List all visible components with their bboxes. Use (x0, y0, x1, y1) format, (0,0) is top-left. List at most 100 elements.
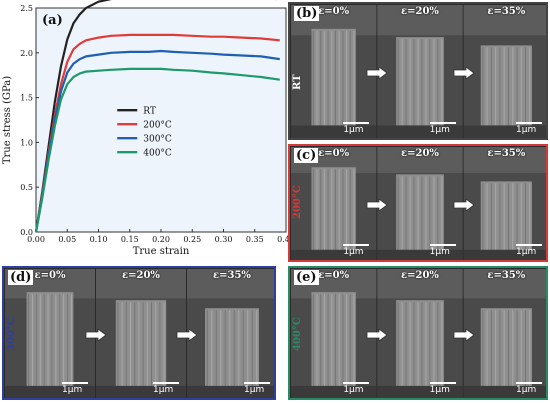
scale-bar-label: 1μm (343, 385, 364, 395)
scale-bar (429, 244, 456, 246)
scale-bar-label: 1μm (153, 385, 174, 395)
scale-bar-label: 1μm (429, 247, 450, 257)
panel-label: (b) (294, 6, 320, 21)
panel-label-a: (a) (42, 13, 63, 28)
panel-label: (e) (294, 270, 319, 285)
scale-bar (62, 382, 88, 384)
x-axis-label: True strain (133, 246, 190, 257)
y-tick-label: 2.5 (20, 4, 33, 13)
scale-bar-label: 1μm (516, 125, 537, 135)
sem-frame-1 (291, 147, 377, 260)
x-tick-label: 0.00 (27, 235, 45, 244)
sem-frame-2 (377, 5, 463, 138)
sem-panel-c: ε=0% ε=20% ε=35% (c) 200°C 1μm 1μm 1μm (288, 144, 548, 262)
sem-frame-3 (187, 269, 274, 398)
sem-frame-2 (377, 269, 463, 398)
strain-label: ε=0% (318, 6, 350, 17)
strain-label: ε=0% (318, 270, 350, 281)
sem-images (291, 147, 546, 260)
scale-bar (343, 122, 370, 124)
y-tick-label: 1.5 (20, 94, 33, 103)
panel-label: (d) (8, 270, 34, 285)
sem-panel-b: ε=0% ε=20% ε=35% (b) RT 1μm 1μm 1μm (288, 2, 548, 140)
temperature-label: 200°C (292, 185, 303, 220)
scale-bar-label: 1μm (343, 125, 364, 135)
scale-bar (429, 382, 456, 384)
sem-images (5, 269, 274, 398)
scale-bar-label: 1μm (516, 385, 537, 395)
sem-frame-2 (96, 269, 186, 398)
y-tick-label: 2.0 (20, 49, 33, 58)
right-arrow-icon (453, 329, 475, 341)
sem-panel-e: ε=0% ε=20% ε=35% (e) 400°C 1μm 1μm 1μm (288, 266, 548, 400)
x-tick-label: 0.35 (246, 235, 264, 244)
x-tick-label: 0.05 (58, 235, 76, 244)
sem-frame-1 (291, 5, 377, 138)
scale-bar-label: 1μm (429, 125, 450, 135)
right-arrow-icon (366, 199, 388, 211)
scale-bar-label: 1μm (62, 385, 83, 395)
y-tick-label: 0.5 (20, 183, 33, 192)
series-line-3 (34, 49, 280, 233)
right-arrow-icon (453, 199, 475, 211)
scale-bar-label: 1μm (429, 385, 450, 395)
strain-label: ε=20% (122, 270, 160, 281)
temperature-label: 300°C (6, 317, 17, 352)
sem-frame-1 (5, 269, 95, 398)
x-tick-label: 0.15 (121, 235, 139, 244)
sem-images (291, 5, 546, 138)
sem-images (291, 269, 546, 398)
panel-label: (c) (294, 148, 319, 163)
scale-bar (516, 244, 542, 246)
stress-strain-chart: 0.00 0.05 0.10 0.15 0.20 0.25 0.30 0.35 0.40 0.0 0… (2, 0, 290, 257)
scale-bar (516, 382, 542, 384)
sem-frame-3 (463, 147, 546, 260)
scale-bar (343, 382, 370, 384)
legend-label-3: 300°C (143, 135, 172, 145)
series-line-2 (34, 33, 280, 233)
strain-label: ε=0% (318, 148, 350, 159)
series-line-4 (34, 67, 280, 233)
y-tick-label: 1.0 (20, 138, 33, 147)
strain-label: ε=0% (34, 270, 66, 281)
right-arrow-icon (176, 329, 198, 341)
scale-bar (244, 382, 270, 384)
temperature-label: 400°C (292, 317, 303, 352)
right-arrow-icon (85, 329, 107, 341)
series-line-1 (34, 0, 277, 233)
scale-bar (429, 122, 456, 124)
strain-label: ε=35% (487, 6, 526, 17)
legend-label-2: 200°C (143, 121, 172, 131)
scale-bar-label: 1μm (343, 247, 364, 257)
strain-label: ε=20% (401, 270, 439, 281)
strain-label: ε=35% (213, 270, 251, 281)
right-arrow-icon (366, 329, 388, 341)
scale-bar (343, 244, 370, 246)
scale-bar-label: 1μm (516, 247, 537, 257)
y-axis-label: True stress (GPa) (2, 76, 13, 164)
legend-label-1: RT (143, 107, 156, 117)
y-tick-label: 0.0 (20, 228, 33, 237)
sem-frame-2 (377, 147, 463, 260)
scale-bar (153, 382, 179, 384)
x-tick-label: 0.10 (90, 235, 108, 244)
x-tick-label: 0.30 (215, 235, 233, 244)
temperature-label: RT (292, 73, 303, 90)
right-arrow-icon (453, 67, 475, 79)
strain-label: ε=35% (487, 148, 526, 159)
sem-frame-3 (463, 5, 546, 138)
sem-frame-1 (291, 269, 377, 398)
right-arrow-icon (366, 67, 388, 79)
scale-bar (516, 122, 542, 124)
x-tick-label: 0.40 (277, 235, 290, 244)
strain-label: ε=35% (487, 270, 526, 281)
legend-label-4: 400°C (143, 149, 172, 159)
strain-label: ε=20% (401, 6, 439, 17)
scale-bar-label: 1μm (244, 385, 265, 395)
strain-label: ε=20% (401, 148, 439, 159)
x-tick-label: 0.20 (152, 235, 170, 244)
sem-panel-d: ε=0% ε=20% ε=35% (d) 300°C 1μm 1μm 1μm (2, 266, 276, 400)
sem-frame-3 (463, 269, 546, 398)
x-tick-label: 0.25 (183, 235, 201, 244)
